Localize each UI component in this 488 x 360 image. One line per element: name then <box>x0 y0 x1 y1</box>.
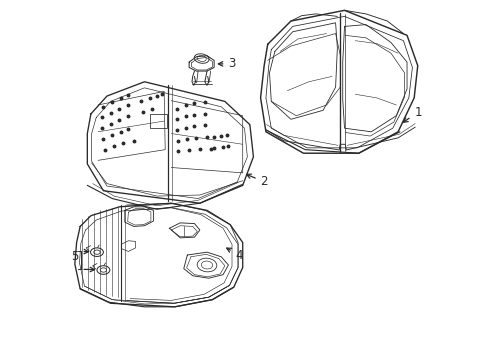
Text: 2: 2 <box>246 174 267 188</box>
Text: 5: 5 <box>71 250 79 263</box>
Text: 3: 3 <box>218 57 235 71</box>
Text: 4: 4 <box>226 248 243 261</box>
Text: 1: 1 <box>403 105 421 122</box>
Bar <box>149 114 166 128</box>
